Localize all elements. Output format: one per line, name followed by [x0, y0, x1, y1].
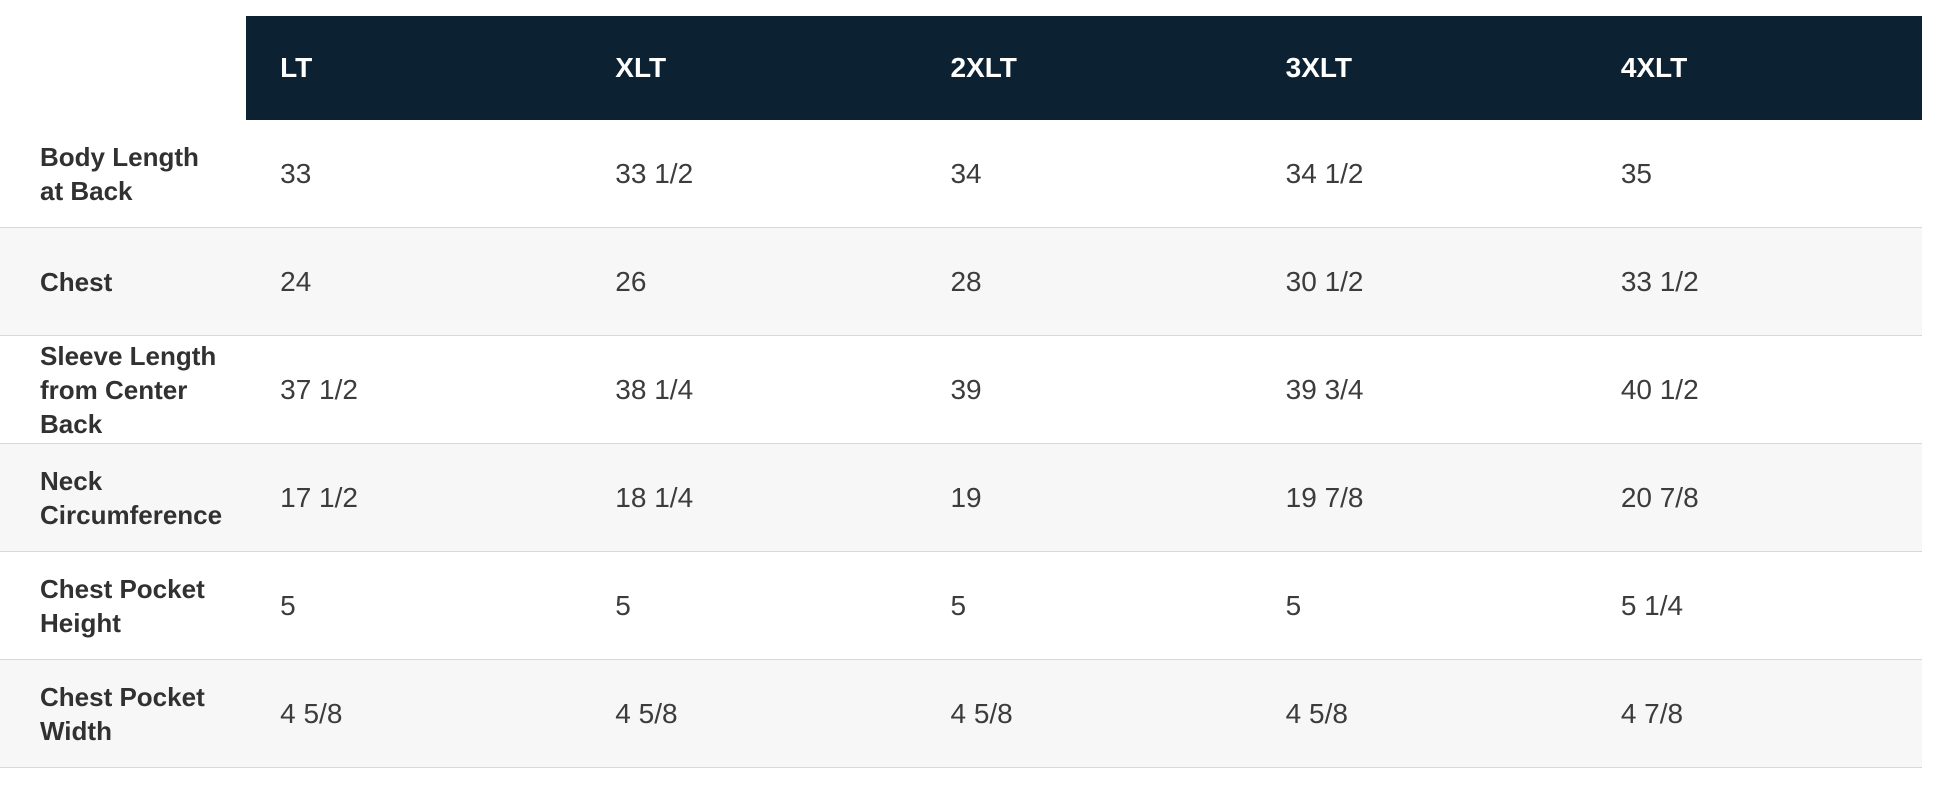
size-value: 34 — [950, 157, 982, 189]
size-value: 18 1/4 — [615, 481, 694, 513]
size-value: 33 1/2 — [615, 157, 694, 189]
size-value: 5 — [280, 589, 296, 621]
size-value: 17 1/2 — [280, 481, 358, 513]
column-header-xlt: XLT — [581, 16, 917, 120]
size-chart-body: Body Length at Back 33 33 1/2 34 34 1/2 … — [0, 120, 1922, 768]
size-value: 4 5/8 — [950, 697, 1013, 729]
size-value: 5 1/4 — [1620, 589, 1684, 621]
row-label: Chest — [40, 266, 113, 297]
size-value: 38 1/4 — [615, 373, 694, 405]
size-value: 20 7/8 — [1620, 481, 1699, 513]
header-row: LT XLT 2XLT 3XLT 4XLT — [0, 16, 1922, 120]
table-row-chest: Chest 24 26 28 30 1/2 33 1/2 — [0, 227, 1922, 336]
size-chart-section: LT XLT 2XLT 3XLT 4XLT Body Length at Bac… — [0, 16, 1922, 768]
size-value: 30 1/2 — [1285, 265, 1364, 297]
column-header-2xlt: 2XLT — [916, 16, 1252, 120]
size-value: 33 1/2 — [1620, 265, 1699, 297]
size-value: 35 — [1620, 157, 1652, 189]
row-label: Chest Pocket Height — [40, 573, 205, 638]
size-value: 4 5/8 — [615, 697, 678, 729]
size-value: 33 — [280, 157, 312, 189]
size-value: 19 7/8 — [1285, 481, 1364, 513]
column-header-3xlt: 3XLT — [1251, 16, 1587, 120]
size-value: 24 — [280, 265, 312, 297]
size-value: 40 1/2 — [1620, 373, 1699, 405]
row-label: Sleeve Length from Center Back — [40, 340, 217, 439]
size-value: 37 1/2 — [280, 373, 358, 405]
size-value: 5 — [615, 589, 631, 621]
size-value: 19 — [950, 481, 982, 513]
table-row-body-length: Body Length at Back 33 33 1/2 34 34 1/2 … — [0, 120, 1922, 228]
column-header-4xlt: 4XLT — [1586, 16, 1922, 120]
size-value: 39 3/4 — [1285, 373, 1364, 405]
corner-cell — [0, 16, 247, 120]
size-value: 34 1/2 — [1285, 157, 1364, 189]
table-row-sleeve-length: Sleeve Length from Center Back 37 1/2 38… — [0, 335, 1922, 444]
size-value: 39 — [950, 373, 982, 405]
row-label: Chest Pocket Width — [40, 681, 205, 746]
size-value: 4 5/8 — [280, 697, 343, 729]
row-label: Neck Circumference — [40, 465, 223, 530]
column-header-lt: LT — [246, 16, 582, 120]
size-chart-table: LT XLT 2XLT 3XLT 4XLT Body Length at Bac… — [0, 16, 1922, 768]
row-label: Body Length at Back — [40, 141, 199, 206]
table-row-chest-pocket-width: Chest Pocket Width 4 5/8 4 5/8 4 5/8 4 5… — [0, 659, 1922, 768]
size-value: 4 7/8 — [1620, 697, 1684, 729]
size-value: 5 — [1285, 589, 1302, 621]
size-value: 26 — [615, 265, 647, 297]
size-value: 4 5/8 — [1285, 697, 1348, 729]
table-row-chest-pocket-height: Chest Pocket Height 5 5 5 5 5 1/4 — [0, 551, 1922, 660]
size-value: 28 — [950, 265, 982, 297]
table-row-neck-circumference: Neck Circumference 17 1/2 18 1/4 19 19 7… — [0, 443, 1922, 552]
size-chart-header: LT XLT 2XLT 3XLT 4XLT — [0, 16, 1922, 120]
size-value: 5 — [950, 589, 967, 621]
